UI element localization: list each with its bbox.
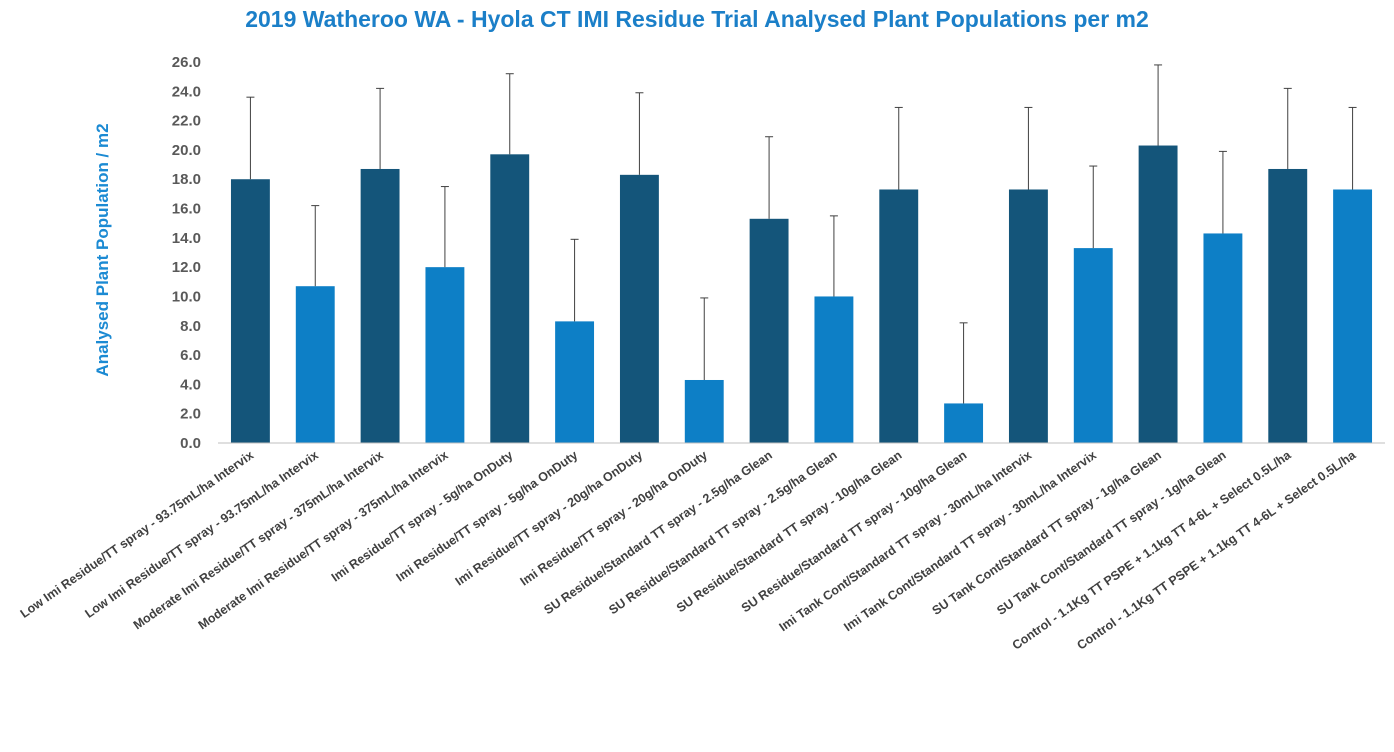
- bar: [684, 379, 724, 443]
- category-labels-group: Low Imi Residue/TT spray - 93.75mL/ha In…: [18, 447, 1360, 652]
- bar: [360, 168, 400, 443]
- error-bar: [311, 205, 320, 287]
- y-tick-label: 18.0: [172, 171, 201, 188]
- y-tick-label: 8.0: [180, 318, 201, 335]
- y-tick-label: 4.0: [180, 376, 201, 393]
- error-bar: [1154, 64, 1163, 146]
- bar: [749, 218, 789, 443]
- bar: [1203, 233, 1243, 443]
- bar: [944, 403, 984, 443]
- error-bar: [829, 215, 838, 297]
- category-label: SU Residue/Standard TT spray - 10g/ha Gl…: [674, 448, 905, 615]
- y-tick-label: 16.0: [172, 201, 201, 218]
- error-bar: [1283, 87, 1292, 169]
- error-bar: [1089, 165, 1098, 249]
- y-tick-label: 14.0: [172, 230, 201, 247]
- bar: [1138, 145, 1178, 443]
- y-tick-label: 6.0: [180, 347, 201, 364]
- y-axis-title: Analysed Plant Population / m2: [93, 123, 112, 376]
- error-bars-group: [246, 64, 1357, 404]
- y-tick-label: 26.0: [172, 54, 201, 71]
- error-bar: [700, 297, 709, 380]
- bar: [230, 179, 270, 443]
- error-bar: [635, 92, 644, 175]
- category-label: Moderate Imi Residue/TT spray - 375mL/ha…: [196, 448, 451, 632]
- error-bar: [440, 186, 449, 268]
- category-label: SU Residue/Standard TT spray - 2.5g/ha G…: [541, 448, 774, 617]
- error-bar: [570, 238, 579, 322]
- category-label: SU Residue/Standard TT spray - 2.5g/ha G…: [606, 448, 839, 617]
- error-bar: [1218, 150, 1227, 234]
- error-bar: [376, 87, 385, 169]
- bar: [814, 296, 854, 443]
- category-label: SU Tank Cont/Standard TT spray - 1g/ha G…: [994, 448, 1228, 618]
- error-bar: [1024, 106, 1033, 190]
- bar: [490, 154, 530, 444]
- bar: [879, 189, 919, 443]
- y-tick-label: 0.0: [180, 435, 201, 452]
- error-bar: [246, 96, 255, 180]
- bar: [1268, 168, 1308, 443]
- bar: [425, 267, 465, 443]
- error-bar: [1348, 106, 1357, 190]
- bars-group: [230, 145, 1373, 444]
- category-label: Moderate Imi Residue/TT spray - 375mL/ha…: [131, 448, 386, 632]
- error-bar: [894, 106, 903, 190]
- category-label: SU Residue/Standard TT spray - 10g/ha Gl…: [739, 448, 970, 615]
- bar: [555, 321, 595, 443]
- category-label: Low Imi Residue/TT spray - 93.75mL/ha In…: [18, 448, 257, 621]
- category-label: SU Tank Cont/Standard TT spray - 1g/ha G…: [930, 448, 1164, 618]
- bar: [1008, 189, 1048, 443]
- error-bar: [959, 322, 968, 404]
- error-bar: [765, 136, 774, 219]
- y-tick-label: 12.0: [172, 259, 201, 276]
- bar: [295, 286, 335, 443]
- y-tick-label: 2.0: [180, 406, 201, 423]
- y-axis-ticks: 0.0 2.0 4.0 6.0 8.0 10.0 12.0 14.0 16.0 18.0 20.0 2…: [172, 54, 201, 452]
- chart-title: 2019 Watheroo WA - Hyola CT IMI Residue …: [245, 6, 1149, 32]
- error-bar: [505, 73, 514, 155]
- bar: [1073, 248, 1113, 443]
- category-label: Low Imi Residue/TT spray - 93.75mL/ha In…: [82, 448, 321, 621]
- y-tick-label: 10.0: [172, 288, 201, 305]
- y-tick-label: 20.0: [172, 142, 201, 159]
- y-tick-label: 22.0: [172, 113, 201, 130]
- bar: [1333, 189, 1373, 443]
- bar: [619, 174, 659, 444]
- y-tick-label: 24.0: [172, 83, 201, 100]
